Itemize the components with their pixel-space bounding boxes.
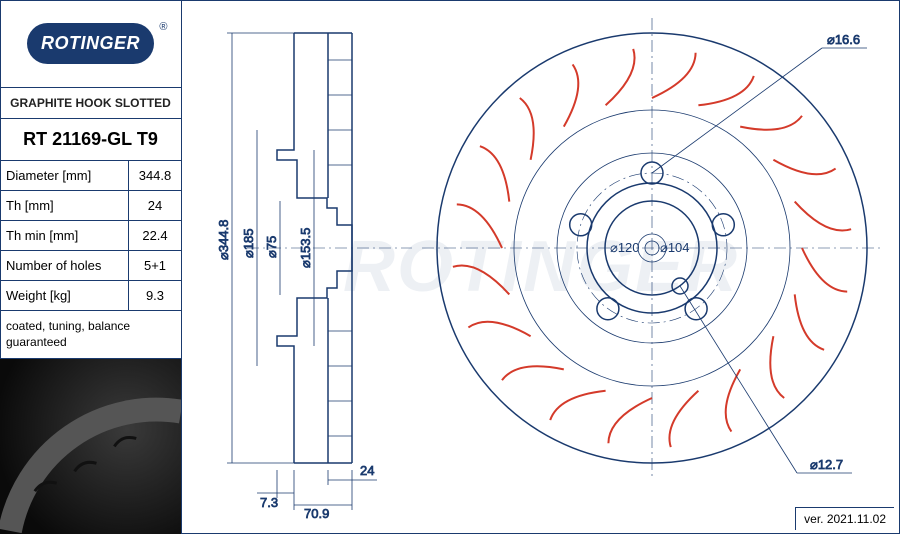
spec-row: Diameter [mm] 344.8 [0,161,181,191]
dim-stud-hole: ⌀16.6 [827,32,860,47]
spec-panel: ROTINGER GRAPHITE HOOK SLOTTED RT 21169-… [0,0,182,534]
technical-drawing: ⌀344.8 ⌀185 ⌀75 ⌀153.5 7.3 70.9 [182,0,900,534]
dim-thickness: 24 [360,463,374,478]
dim-step-dia: ⌀153.5 [298,228,313,268]
section-view: ⌀344.8 ⌀185 ⌀75 ⌀153.5 7.3 70.9 [216,33,412,521]
spec-label: Number of holes [0,251,129,280]
spec-row: Th min [mm] 22.4 [0,221,181,251]
spec-value: 24 [129,191,181,220]
dim-offset: 7.3 [260,495,278,510]
spec-label: Weight [kg] [0,281,129,310]
dim-index-hole: ⌀12.7 [810,457,843,472]
brand-logo: ROTINGER [27,23,154,64]
spec-label: Th min [mm] [0,221,129,250]
part-number: RT 21169-GL T9 [0,119,181,161]
spec-row: Weight [kg] 9.3 [0,281,181,311]
spec-row: Th [mm] 24 [0,191,181,221]
logo-box: ROTINGER [0,0,181,88]
drawing-area: ROTINGER [182,0,900,534]
dim-bore-dia: ⌀75 [264,236,279,258]
front-view: ⌀16.6 ⌀120 ⌀104 ⌀12.7 [422,18,882,478]
dim-hat-width: 70.9 [304,506,329,521]
product-subtitle: GRAPHITE HOOK SLOTTED [0,88,181,119]
spec-label: Diameter [mm] [0,161,129,190]
spec-row: Number of holes 5+1 [0,251,181,281]
spec-label: Th [mm] [0,191,129,220]
version-label: ver. 2021.11.02 [795,507,894,530]
product-photo [0,359,181,534]
spec-value: 344.8 [129,161,181,190]
dim-outer-dia: ⌀344.8 [216,220,231,260]
dim-hub-od: ⌀104 [660,240,690,255]
spec-value: 5+1 [129,251,181,280]
spec-note: coated, tuning, balance guaranteed [0,311,181,359]
dim-hat-dia: ⌀185 [241,228,256,258]
spec-value: 22.4 [129,221,181,250]
spec-value: 9.3 [129,281,181,310]
dim-bcd: ⌀120 [610,240,640,255]
